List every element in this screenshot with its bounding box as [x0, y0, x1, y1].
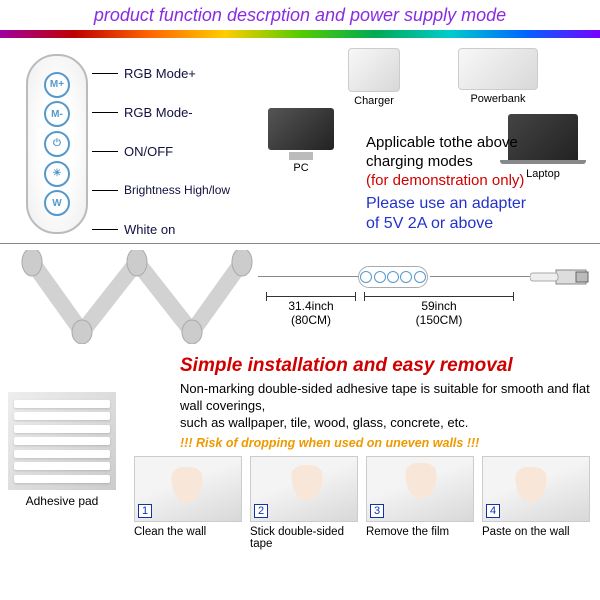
- step-1: 1 Clean the wall: [134, 456, 242, 550]
- cable-1: [258, 276, 358, 277]
- letter-w-shape: [12, 250, 262, 344]
- dim-1: 31.4inch(80CM): [266, 296, 356, 327]
- device-charger: Charger: [348, 48, 400, 107]
- steps-row: 1 Clean the wall 2 Stick double-sided ta…: [134, 456, 590, 550]
- header-title: product function descrption and power su…: [0, 0, 600, 30]
- install-desc1: Non-marking double-sided adhesive tape i…: [180, 381, 590, 415]
- adhesive-pad: Adhesive pad: [8, 392, 116, 508]
- btn-power[interactable]: ⏻: [44, 131, 70, 157]
- install-warn: !!! Risk of dropping when used on uneven…: [180, 436, 590, 450]
- dim-2: 59inch(150CM): [364, 296, 514, 327]
- label-white: White on: [92, 216, 230, 242]
- usb-plug: [530, 262, 590, 292]
- device-pc: PC: [268, 108, 334, 174]
- btn-brightness[interactable]: ☀: [44, 161, 70, 187]
- label-mode-minus: RGB Mode-: [92, 99, 230, 125]
- btn-mode-minus[interactable]: M-: [44, 101, 70, 127]
- step-3: 3 Remove the film: [366, 456, 474, 550]
- top-section: M+ M- ⏻ ☀ W RGB Mode+ RGB Mode- ON/OFF B…: [0, 38, 600, 243]
- header-text: product function descrption and power su…: [94, 5, 506, 26]
- applicable-text: Applicable tothe above charging modes (f…: [366, 134, 526, 234]
- label-power: ON/OFF: [92, 138, 230, 164]
- inline-controller: [358, 266, 428, 288]
- rainbow-bar: [0, 30, 600, 38]
- label-brightness: Brightness High/low: [92, 177, 230, 203]
- label-mode-plus: RGB Mode+: [92, 60, 230, 86]
- install-section: Simple installation and easy removal Non…: [0, 349, 600, 560]
- btn-mode-plus[interactable]: M+: [44, 72, 70, 98]
- install-title: Simple installation and easy removal: [180, 355, 590, 377]
- diagram: 31.4inch(80CM) 59inch(150CM): [0, 244, 600, 349]
- step-4: 4 Paste on the wall: [482, 456, 590, 550]
- remote-body: M+ M- ⏻ ☀ W: [26, 54, 88, 234]
- device-powerbank: Powerbank: [458, 48, 538, 105]
- btn-white[interactable]: W: [44, 190, 70, 216]
- install-desc2: such as wallpaper, tile, wood, glass, co…: [180, 415, 590, 432]
- cable-2: [430, 276, 530, 277]
- step-2: 2 Stick double-sided tape: [250, 456, 358, 550]
